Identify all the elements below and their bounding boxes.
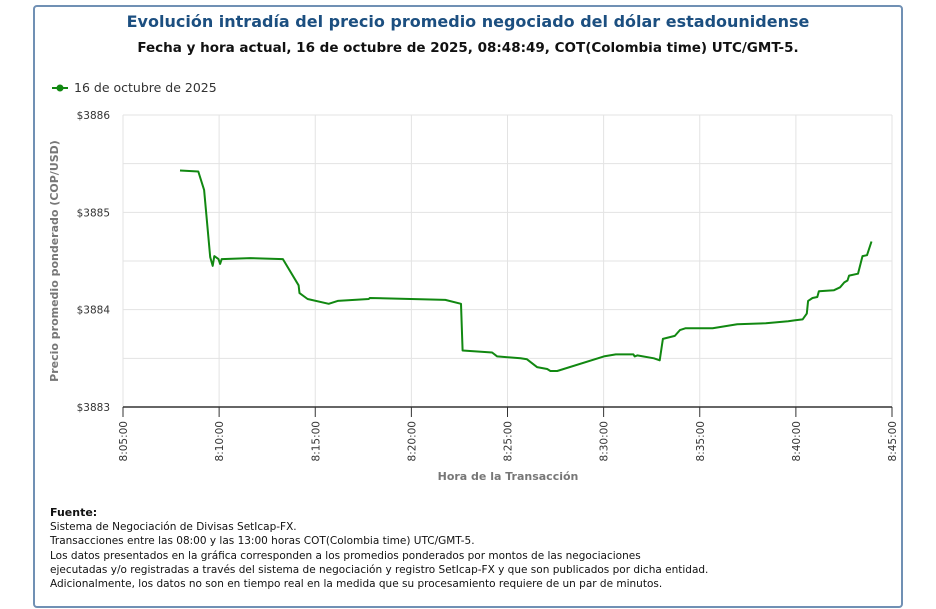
x-tick-label: 8:05:00 — [118, 421, 130, 461]
source-line: ejecutadas y/o registradas a través del … — [50, 563, 709, 576]
source-line: Transacciones entre las 08:00 y las 13:0… — [50, 535, 475, 548]
x-tick-label: 8:25:00 — [503, 421, 515, 461]
line-chart: Precio promedio ponderado (COP/USD) Hora… — [48, 110, 899, 483]
source-heading: Fuente: — [50, 506, 98, 519]
legend-label: 16 de octubre de 2025 — [74, 80, 217, 95]
chart-title: Evolución intradía del precio promedio n… — [126, 12, 810, 31]
chart-subtitle: Fecha y hora actual, 16 de octubre de 20… — [137, 40, 799, 56]
x-tick-label: 8:15:00 — [310, 421, 322, 461]
source-note: Fuente: Sistema de Negociación de Divisa… — [50, 506, 708, 591]
chart-container — [33, 5, 903, 608]
x-tick-label: 8:40:00 — [791, 421, 803, 461]
source-line: Los datos presentados en la gráfica corr… — [50, 549, 641, 562]
y-tick-label: $3884 — [77, 305, 111, 317]
x-tick-label: 8:35:00 — [695, 421, 707, 461]
legend-marker-icon — [52, 84, 68, 91]
y-axis-title: Precio promedio ponderado (COP/USD) — [48, 140, 61, 382]
x-tick-label: 8:30:00 — [599, 421, 611, 461]
y-tick-label: $3886 — [77, 110, 111, 122]
y-tick-label: $3883 — [77, 402, 110, 414]
x-tick-label: 8:10:00 — [214, 421, 226, 461]
source-line: Adicionalmente, los datos no son en tiem… — [50, 578, 663, 591]
x-tick-label: 8:45:00 — [887, 421, 899, 461]
y-tick-label: $3885 — [77, 207, 110, 219]
x-tick-label: 8:20:00 — [406, 421, 418, 461]
series-line — [179, 169, 873, 372]
legend-item[interactable]: 16 de octubre de 2025 — [52, 80, 217, 95]
x-axis-title: Hora de la Transacción — [438, 470, 579, 483]
source-line: Sistema de Negociación de Divisas SetIca… — [50, 521, 297, 534]
